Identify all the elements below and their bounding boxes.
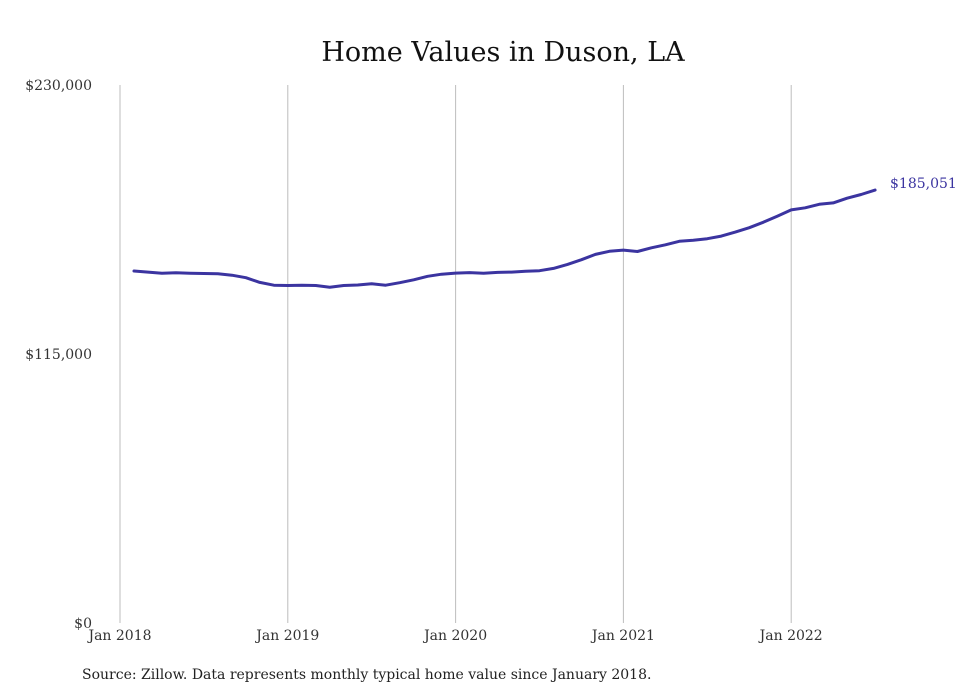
series-line-0 (132, 188, 877, 289)
x-tick-label: Jan 2020 (422, 628, 487, 644)
x-tick-label: Jan 2021 (590, 628, 655, 644)
x-tick-label: Jan 2022 (758, 628, 823, 644)
gridlines (119, 85, 792, 623)
series-layer (132, 188, 877, 289)
x-axis: Jan 2018 Jan 2019 Jan 2020 Jan 2021 Jan 2022 (86, 628, 822, 644)
y-tick-label: $0 (74, 616, 92, 632)
source-note: Source: Zillow. Data represents monthly … (82, 667, 652, 683)
y-tick-label: $115,000 (25, 347, 92, 363)
chart-title: Home Values in Duson, LA (321, 37, 685, 68)
x-tick-label: Jan 2019 (254, 628, 319, 644)
x-tick-label: Jan 2018 (86, 628, 151, 644)
y-tick-label: $230,000 (25, 78, 92, 94)
end-value-label: $185,051 (890, 176, 957, 192)
y-axis: $0 $115,000 $230,000 (25, 78, 92, 632)
